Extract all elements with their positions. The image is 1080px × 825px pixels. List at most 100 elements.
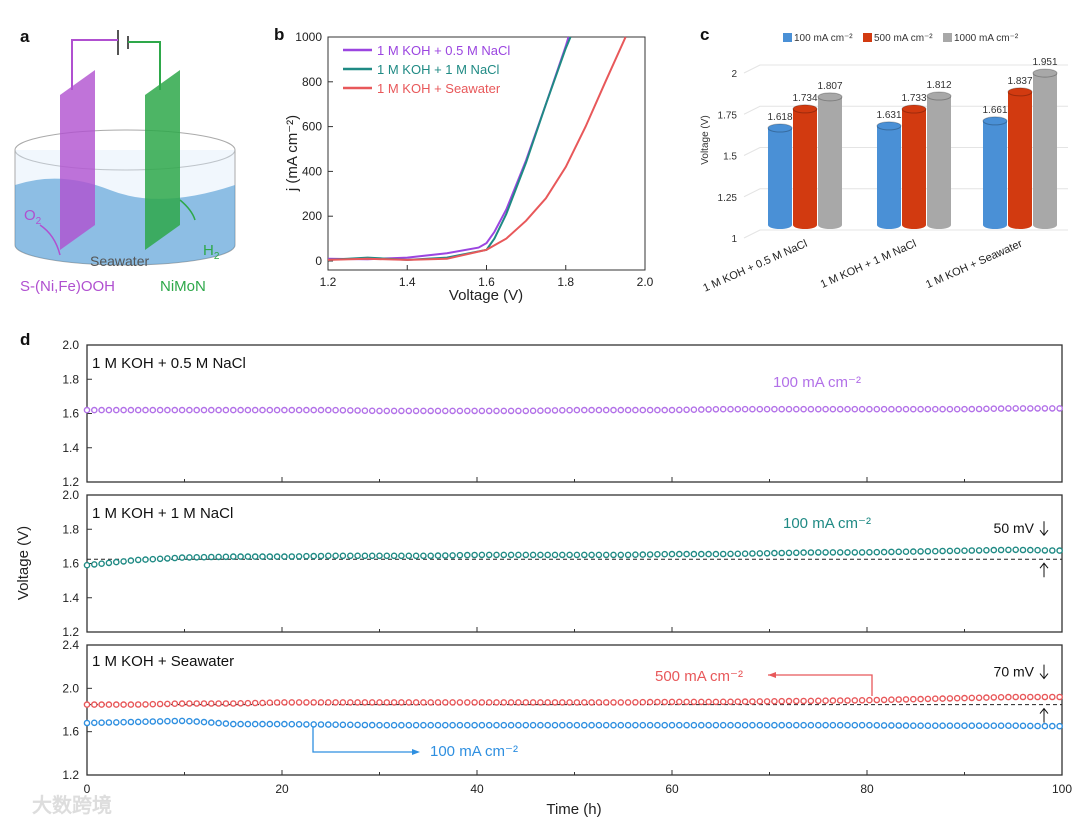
bar-base [983,221,1007,229]
data-point [332,699,339,706]
data-point [83,701,91,708]
data-point [354,552,361,560]
data-point [215,700,222,707]
blue-arrow-head [412,749,420,755]
data-point [493,551,500,559]
legend-label: 1 M KOH + Seawater [377,81,501,96]
data-point [844,549,851,556]
legend-label: 1000 mA cm⁻² [954,33,1019,44]
data-point [1027,693,1034,701]
data-point [222,700,230,707]
data-point [507,721,515,729]
data-point [763,405,771,413]
bar [902,109,926,225]
data-point [441,721,449,729]
legend-label: 1 M KOH + 1 M NaCl [377,62,500,77]
data-point [471,551,478,559]
data-point [529,721,537,729]
data-point [522,699,530,706]
data-point [149,555,157,563]
data-point [793,405,800,413]
anode-label: S-(Ni,Fe)OOH [20,278,115,295]
data-point [895,548,903,556]
data-point [376,699,383,706]
data-point [164,406,171,414]
data-point [602,721,610,729]
data-point [807,697,815,705]
data-point [471,721,478,729]
data-point [113,406,120,414]
data-point [405,699,413,706]
data-point [551,699,559,706]
data-point [1012,405,1020,412]
data-point [324,552,332,560]
bar-value-label: 1.951 [1032,57,1057,68]
data-point [105,406,113,414]
data-point [142,406,149,414]
data-point [427,721,435,729]
data-point [324,721,332,728]
data-point [215,719,222,727]
data-point [676,406,683,414]
data-point [858,549,866,556]
data-point [661,698,669,706]
data-point [1027,405,1034,412]
x-tick-label: 0 [84,782,91,796]
bar-base [902,221,926,229]
data-point [654,721,661,729]
data-point [800,697,807,705]
data-point [880,405,888,413]
data-point [259,406,266,414]
data-point [186,717,193,725]
data-point [420,721,427,729]
data-point [529,551,537,559]
data-point [902,405,910,413]
data-point [734,721,742,729]
data-point [646,698,654,706]
data-point [851,697,859,704]
anode-wire [71,39,118,90]
data-point [376,552,383,560]
data-point [1041,693,1049,701]
data-point [522,551,530,559]
bar-base [818,221,842,229]
data-point [390,407,398,415]
data-point [778,549,786,557]
bar-base [877,221,901,229]
data-point [515,551,522,559]
data-point [917,548,924,555]
data-point [478,699,486,706]
data-point [200,553,208,561]
data-point [485,407,493,415]
data-point [156,718,164,725]
y-tick-label: 1.75 [718,110,738,121]
data-point [917,695,924,703]
data-point [91,561,98,568]
data-point [456,699,464,706]
data-point [522,407,530,415]
data-point [478,551,486,559]
data-point [610,699,617,706]
data-point [83,561,91,569]
data-point [266,699,274,707]
data-point [303,721,310,728]
y-tick-label: 1.4 [62,441,79,455]
data-point [515,407,522,415]
data-point [522,721,530,729]
data-point [383,721,391,729]
data-point [310,721,318,728]
data-point [778,721,786,729]
stability-y-axis-label: Voltage (V) [15,526,32,600]
data-point [566,699,573,706]
data-point [244,699,252,707]
data-point [581,721,588,729]
data-point [741,405,749,413]
data-point [602,406,610,414]
data-point [149,700,157,708]
data-point [573,699,581,706]
data-point [529,407,537,415]
y-tick-label: 800 [302,75,322,89]
data-point [441,552,449,559]
data-point [142,701,149,708]
x-tick-label: 60 [665,782,679,796]
